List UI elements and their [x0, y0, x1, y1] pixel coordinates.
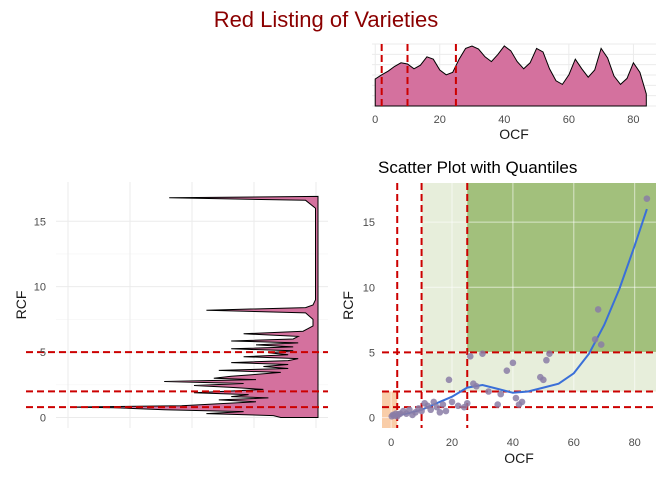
zone-high [467, 183, 656, 353]
scatter-grid [382, 183, 656, 428]
left-density-quantile-lines [26, 351, 328, 409]
scatter-point [540, 376, 547, 384]
scatter-point [509, 359, 517, 367]
scatter-point [591, 336, 599, 343]
left-density-y-ticks: 0 5 10 15 [34, 216, 46, 424]
x-tick-label: 80 [629, 437, 641, 449]
x-tick-label: 40 [507, 437, 519, 449]
top-density-x-ticks: 0 20 40 60 80 [372, 114, 639, 126]
scatter-point [479, 350, 486, 358]
y-tick-label: 15 [34, 216, 46, 228]
y-tick-label: 0 [369, 413, 375, 425]
scatter-panel: Scatter Plot with Quantiles 0 20 40 60 80 0 5… [340, 158, 656, 466]
scatter-point [594, 306, 602, 313]
scatter-x-label: OCF [504, 450, 534, 466]
y-tick-label: 0 [40, 413, 46, 425]
top-density-x-label: OCF [499, 126, 529, 142]
scatter-point [546, 350, 553, 358]
scatter-point [543, 356, 550, 364]
x-tick-label: 60 [568, 437, 580, 449]
page-title: Red Listing of Varieties [214, 7, 439, 32]
y-tick-label: 5 [369, 347, 375, 359]
y-tick-label: 10 [34, 282, 46, 294]
scatter-point [643, 195, 651, 202]
scatter-point [518, 398, 526, 406]
left-density-area [69, 195, 319, 418]
y-tick-label: 5 [40, 347, 46, 359]
scatter-point [597, 341, 605, 348]
scatter-title: Scatter Plot with Quantiles [378, 158, 577, 177]
x-tick-label: 80 [627, 114, 639, 126]
scatter-points [388, 195, 651, 420]
scatter-point [445, 376, 453, 384]
scatter-point [466, 353, 474, 360]
y-tick-label: 10 [363, 282, 375, 294]
x-tick-label: 60 [563, 114, 575, 126]
left-density-y-label: RCF [13, 291, 29, 320]
left-density-panel: 0 5 10 15 RCF [13, 182, 328, 428]
scatter-point [473, 382, 480, 390]
scatter-point [503, 367, 511, 374]
scatter-point [439, 401, 447, 408]
scatter-point [494, 401, 501, 408]
scatter-point [427, 406, 435, 414]
scatter-point [512, 394, 520, 402]
scatter-point [406, 406, 413, 414]
scatter-y-label: RCF [340, 291, 356, 320]
x-tick-label: 20 [434, 114, 446, 126]
scatter-point [497, 390, 505, 398]
x-tick-label: 0 [372, 114, 378, 126]
scatter-x-ticks: 0 20 40 60 80 [388, 437, 641, 449]
scatter-point [485, 388, 492, 395]
scatter-point [433, 403, 441, 411]
x-tick-label: 40 [498, 114, 510, 126]
top-density-area [374, 45, 647, 107]
scatter-point [448, 398, 456, 406]
top-density-panel: 0 20 40 60 80 OCF [372, 43, 656, 142]
scatter-point [442, 407, 450, 415]
x-tick-label: 0 [388, 437, 394, 449]
scatter-point [430, 398, 438, 406]
scatter-point [463, 399, 471, 407]
scatter-point [436, 409, 444, 416]
zone-low [382, 391, 398, 428]
y-tick-label: 15 [363, 217, 375, 229]
scatter-point [454, 402, 462, 410]
scatter-point [418, 407, 425, 415]
scatter-y-ticks: 0 5 10 15 [363, 217, 375, 424]
x-tick-label: 20 [446, 437, 458, 449]
